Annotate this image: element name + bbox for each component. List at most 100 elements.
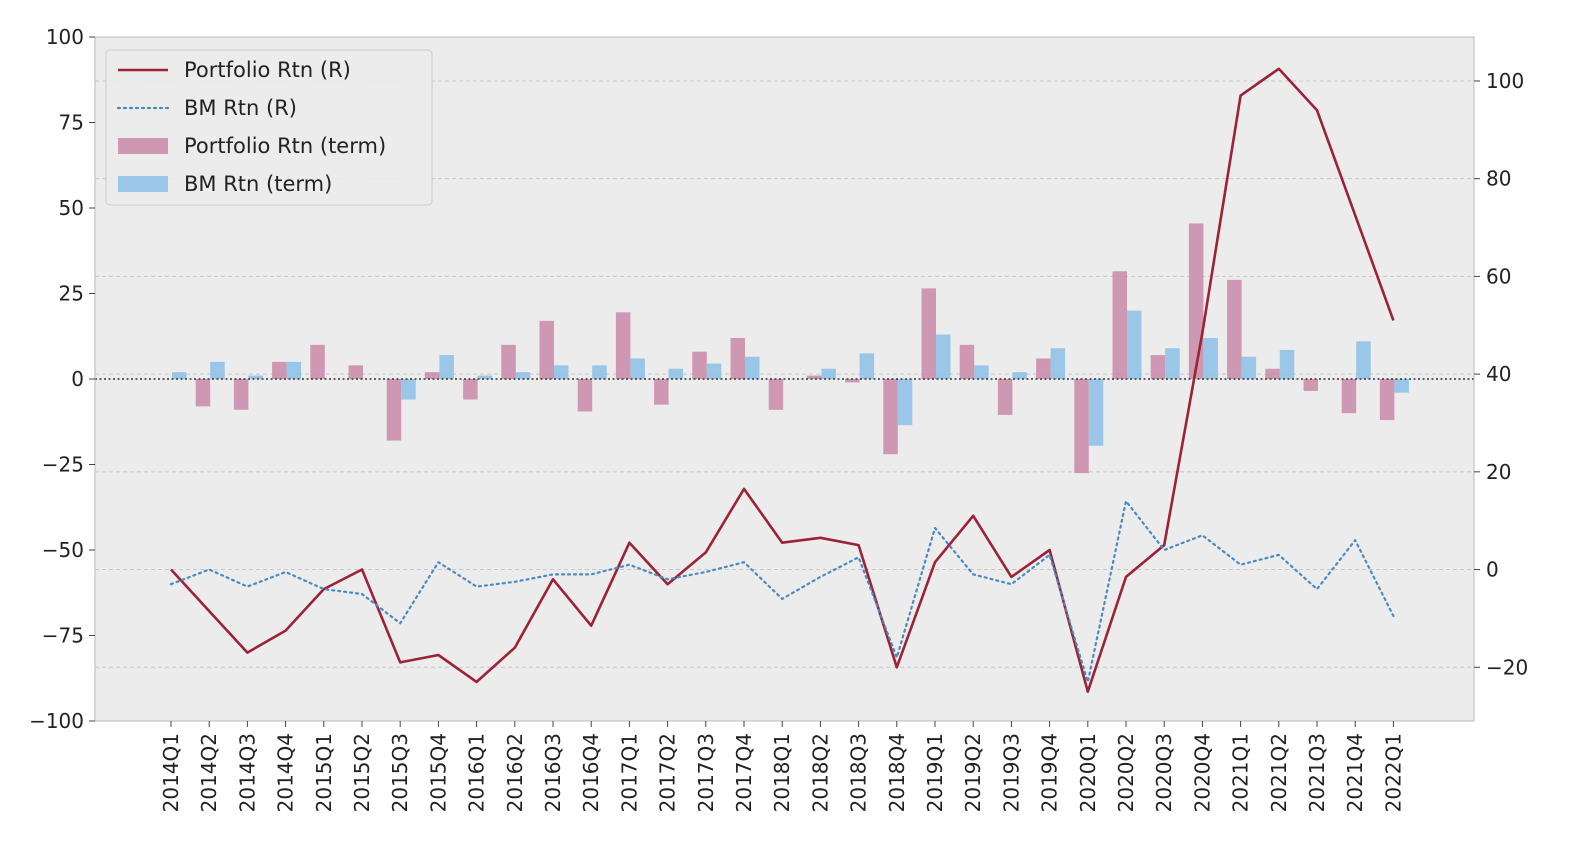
- x-tick-label-23: 2019Q4: [1038, 733, 1062, 812]
- x-axis: 2014Q1 2014Q2 2014Q3 2014Q4 2015Q1 2015Q2 2015…: [159, 721, 1405, 812]
- bm-term-bar-2: [248, 375, 263, 379]
- legend-box: [105, 49, 433, 206]
- left-tick-label-8: 100: [46, 25, 84, 49]
- legend-swatch-2: [118, 138, 168, 154]
- left-tick-label-0: −100: [29, 709, 84, 733]
- left-tick-label-1: −75: [42, 624, 84, 648]
- bm-term-bar-11: [592, 365, 607, 379]
- bm-term-bar-21: [974, 365, 989, 379]
- x-tick-label-3: 2014Q4: [274, 733, 298, 812]
- bm-rtn-line: [169, 500, 1395, 684]
- portfolio-term-bar-22: [997, 379, 1013, 415]
- x-tick-label-7: 2015Q4: [426, 733, 450, 812]
- portfolio-term-bar-24: [1074, 379, 1089, 474]
- bm-term-bar-26: [1165, 348, 1180, 379]
- portfolio-term-bar-31: [1341, 379, 1357, 414]
- right-axis: −20 0 20 40 60 80 100: [1474, 69, 1528, 679]
- right-tick-label-4: 60: [1486, 264, 1511, 288]
- portfolio-term-bar-9: [501, 344, 516, 379]
- left-axis: −100 −75 −50 −25 0 25 50 75 100: [29, 25, 95, 733]
- x-tick-label-30: 2021Q3: [1305, 733, 1329, 812]
- x-tick-label-27: 2020Q4: [1190, 733, 1214, 812]
- x-tick-label-5: 2015Q2: [350, 733, 374, 812]
- x-tick-label-16: 2018Q1: [770, 733, 794, 812]
- legend-label-2: Portfolio Rtn (term): [184, 134, 386, 158]
- bm-term-bar-7: [439, 355, 454, 379]
- portfolio-term-bar-1: [195, 379, 211, 407]
- portfolio-term-bar-6: [386, 379, 402, 441]
- legend-swatch-3: [118, 176, 168, 192]
- left-tick-label-5: 25: [59, 282, 84, 306]
- portfolio-term-bar-32: [1379, 379, 1395, 421]
- x-tick-label-17: 2018Q2: [808, 733, 832, 812]
- x-tick-label-8: 2016Q1: [465, 733, 489, 812]
- x-tick-label-13: 2017Q2: [656, 733, 680, 812]
- x-tick-label-12: 2017Q1: [617, 733, 641, 812]
- bm-term-bar-28: [1241, 356, 1257, 379]
- legend-label-3: BM Rtn (term): [184, 172, 332, 196]
- bm-term-bar-8: [477, 375, 493, 379]
- bm-term-bar-27: [1203, 337, 1218, 379]
- portfolio-term-bar-4: [310, 344, 325, 379]
- x-tick-label-20: 2019Q1: [923, 733, 947, 812]
- portfolio-term-bar-7: [424, 372, 440, 379]
- right-tick-label-3: 40: [1486, 362, 1511, 386]
- portfolio-term-bar-28: [1227, 279, 1242, 379]
- bm-term-bar-14: [706, 363, 722, 379]
- left-tick-label-3: −25: [42, 453, 84, 477]
- portfolio-term-bar-5: [348, 365, 363, 379]
- bm-term-bar-17: [821, 368, 836, 379]
- portfolio-term-bar-14: [692, 351, 707, 379]
- bm-term-bar-9: [515, 372, 531, 379]
- legend: Portfolio Rtn (R) BM Rtn (R) Portfolio Rtn…: [105, 49, 433, 206]
- right-tick-label-0: −20: [1486, 655, 1528, 679]
- bm-term-bar-18: [859, 353, 875, 379]
- x-tick-label-22: 2019Q3: [999, 733, 1023, 812]
- x-tick-label-2: 2014Q3: [235, 733, 259, 812]
- bm-term-bar-0: [172, 372, 187, 379]
- x-tick-label-31: 2021Q4: [1343, 733, 1367, 812]
- portfolio-term-bar-18: [845, 379, 860, 383]
- x-tick-label-6: 2015Q3: [388, 733, 412, 812]
- x-tick-label-11: 2016Q4: [579, 733, 603, 812]
- left-tick-label-7: 75: [59, 111, 84, 135]
- portfolio-rtn-line: [170, 67, 1395, 694]
- bm-term-bar-1: [210, 361, 225, 379]
- portfolio-term-bar-26: [1150, 355, 1166, 379]
- x-tick-label-18: 2018Q3: [847, 733, 871, 812]
- left-tick-label-2: −50: [42, 538, 84, 562]
- portfolio-term-bar-19: [883, 379, 898, 455]
- x-tick-label-9: 2016Q2: [503, 733, 527, 812]
- legend-label-0: Portfolio Rtn (R): [184, 58, 351, 82]
- portfolio-term-bar-15: [730, 337, 745, 379]
- bm-term-bar-32: [1394, 379, 1409, 393]
- x-tick-label-26: 2020Q3: [1152, 733, 1176, 812]
- x-tick-label-32: 2022Q1: [1381, 733, 1405, 812]
- bm-term-bar-24: [1088, 379, 1104, 446]
- portfolio-term-bar-21: [959, 344, 975, 379]
- x-tick-label-29: 2021Q2: [1267, 733, 1291, 812]
- portfolio-term-bar-11: [577, 379, 593, 412]
- left-tick-label-6: 50: [59, 196, 84, 220]
- bm-term-bar-22: [1012, 372, 1027, 379]
- bars: [172, 223, 1409, 474]
- x-tick-label-15: 2017Q4: [732, 733, 756, 812]
- portfolio-term-bar-2: [233, 379, 249, 410]
- x-tick-label-19: 2018Q4: [885, 733, 909, 812]
- bm-term-bar-29: [1279, 349, 1295, 379]
- right-tick-label-5: 80: [1486, 167, 1511, 191]
- portfolio-term-bar-8: [463, 379, 478, 400]
- right-tick-label-1: 0: [1486, 558, 1499, 582]
- bm-term-bar-12: [630, 358, 645, 379]
- lines: [169, 67, 1395, 694]
- x-tick-label-24: 2020Q1: [1076, 733, 1100, 812]
- bm-term-bar-10: [554, 365, 569, 379]
- portfolio-term-bar-3: [272, 361, 287, 379]
- bm-term-bar-20: [936, 334, 951, 379]
- portfolio-term-bar-20: [921, 288, 936, 379]
- x-tick-label-28: 2021Q1: [1229, 733, 1253, 812]
- bm-term-bar-6: [401, 379, 416, 400]
- left-tick-label-4: 0: [71, 367, 84, 391]
- portfolio-term-bar-13: [654, 379, 669, 405]
